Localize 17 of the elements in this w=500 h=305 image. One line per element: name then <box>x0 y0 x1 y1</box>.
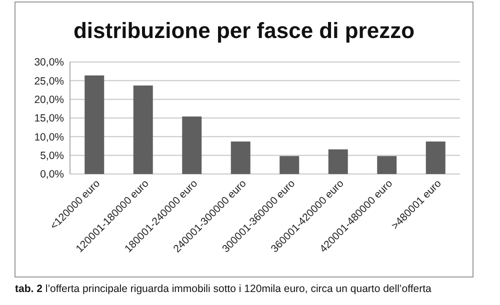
chart-title: distribuzione per fasce di prezzo <box>73 18 415 43</box>
caption: tab. 2 l’offerta principale riguarda immobili sotto i 120mila euro, circa un quarto dell’offerta <box>15 283 432 295</box>
y-tick-label: 0,0% <box>40 168 64 181</box>
bar <box>133 86 153 174</box>
y-tick-label: 5,0% <box>40 150 64 162</box>
bar <box>328 149 348 174</box>
bar <box>280 156 300 174</box>
y-tick-label: 25,0% <box>34 75 64 88</box>
bar <box>426 142 446 174</box>
y-tick-label: 10,0% <box>34 131 64 144</box>
y-tick-label: 20,0% <box>34 94 64 106</box>
y-tick-label: 30,0% <box>34 56 64 69</box>
bar <box>377 156 397 174</box>
y-tick-label: 15,0% <box>34 112 64 125</box>
bar <box>84 75 104 174</box>
bar <box>182 116 202 174</box>
bar <box>230 142 250 174</box>
